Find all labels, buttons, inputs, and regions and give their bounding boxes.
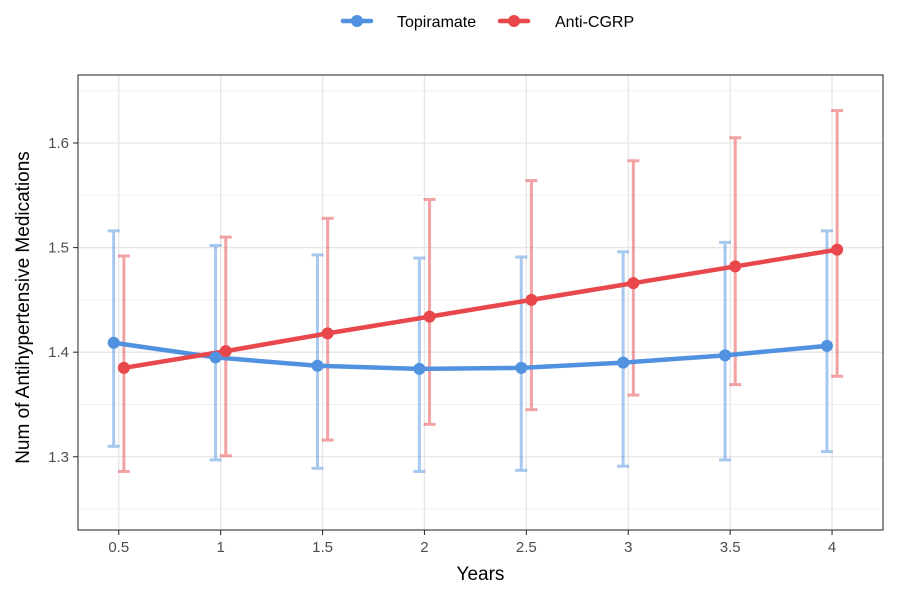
anti-cgrp-data-point (525, 293, 538, 306)
x-tick-label: 4 (828, 539, 836, 556)
topiramate-data-point (413, 362, 426, 375)
y-axis-label: Num of Antihypertensive Medications (13, 151, 34, 464)
legend-item-topiramate: Topiramate (340, 14, 476, 31)
anti-cgrp-data-point (831, 243, 844, 256)
y-tick-label: 1.3 (48, 449, 69, 466)
legend-item-anti-cgrp: Anti-CGRP (497, 14, 634, 31)
x-tick-label: 3.5 (720, 539, 741, 556)
legend-label: Topiramate (397, 14, 476, 31)
legend-key-point (508, 15, 520, 27)
x-tick-label: 2.5 (516, 539, 537, 556)
anti-cgrp-series-line (121, 247, 840, 371)
x-tick-label: 2 (420, 539, 428, 556)
plot-panel (78, 75, 883, 530)
topiramate-data-point (719, 349, 732, 362)
y-tick-label: 1.6 (48, 135, 69, 152)
topiramate-data-point (515, 361, 528, 374)
y-axis: 1.3 1.4 1.5 1.6 (48, 135, 78, 466)
plot-border (77, 74, 884, 531)
topiramate-data-point (311, 359, 324, 372)
anti-cgrp-data-point (219, 345, 232, 358)
series-points (107, 243, 844, 375)
anti-cgrp-data-point (729, 260, 742, 273)
y-tick-label: 1.4 (48, 344, 69, 361)
x-axis-label: Years (457, 564, 505, 584)
topiramate-data-point (820, 339, 833, 352)
x-tick-label: 3 (624, 539, 632, 556)
minor-gridlines (78, 90, 883, 510)
topiramate-data-point (209, 351, 222, 364)
x-tick-label: 1.5 (312, 539, 333, 556)
anti-cgrp-error-bar (831, 109, 844, 378)
anti-cgrp-data-point (423, 310, 436, 323)
anti-cgrp-data-point (117, 361, 130, 374)
topiramate-series-line (111, 340, 830, 372)
series-lines (111, 247, 840, 372)
x-axis: 0.5 1 1.5 2 2.5 3 3.5 4 (108, 530, 836, 556)
legend: Topiramate Anti-CGRP (340, 14, 634, 31)
x-tick-label: 1 (216, 539, 224, 556)
anti-cgrp-data-point (321, 327, 334, 340)
topiramate-data-point (107, 336, 120, 349)
anti-cgrp-data-point (627, 277, 640, 290)
legend-key-point (351, 15, 363, 27)
legend-label: Anti-CGRP (555, 14, 634, 31)
y-tick-label: 1.5 (48, 240, 69, 257)
topiramate-data-point (617, 356, 630, 369)
x-tick-label: 0.5 (108, 539, 129, 556)
